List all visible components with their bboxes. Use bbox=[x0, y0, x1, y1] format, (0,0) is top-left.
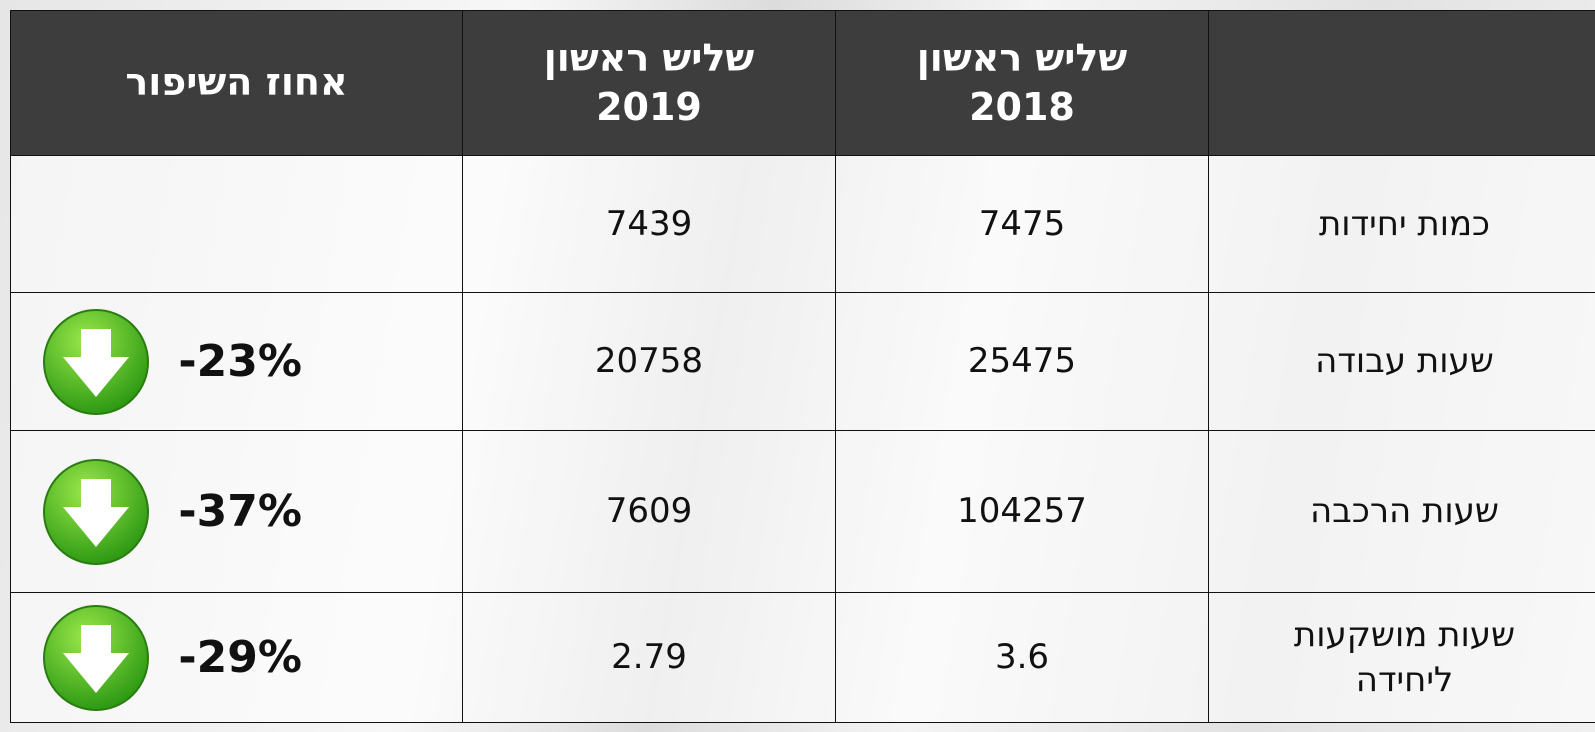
improvement-cell bbox=[10, 155, 463, 293]
cell-text: שליש ראשון bbox=[916, 35, 1128, 80]
value-cell: 20758 bbox=[462, 292, 836, 431]
cell-text: 20758 bbox=[594, 341, 704, 382]
cell-text: אחוז השיפור bbox=[125, 60, 348, 105]
cell-text: 7609 bbox=[605, 491, 693, 532]
improvement-text: -23% bbox=[178, 335, 302, 387]
header-cell: שליש ראשון 2018 bbox=[835, 10, 1209, 156]
improvement-cell: -29% bbox=[10, 592, 463, 723]
improvement-cell: -37% bbox=[10, 430, 463, 593]
cell-text: 2019 bbox=[596, 85, 702, 129]
down-arrow-icon bbox=[43, 458, 149, 565]
cell-text: 2018 bbox=[969, 85, 1075, 129]
value-cell: 7439 bbox=[462, 155, 836, 293]
row-label: שעות עבודה bbox=[1208, 292, 1595, 431]
cell-text: 2.79 bbox=[611, 637, 687, 678]
value-cell: 7475 bbox=[835, 155, 1209, 293]
cell-text: 7475 bbox=[978, 203, 1066, 244]
cell-text: 3.6 bbox=[994, 637, 1050, 678]
cell-text: 104257 bbox=[957, 491, 1087, 532]
cell-text: כמות יחידות bbox=[1318, 203, 1491, 244]
improvement-text: -37% bbox=[178, 485, 302, 537]
header-cell bbox=[1208, 10, 1595, 156]
cell-text: שעות הרכבה bbox=[1309, 491, 1500, 532]
value-cell: 25475 bbox=[835, 292, 1209, 431]
header-cell: שליש ראשון 2019 bbox=[462, 10, 836, 156]
cell-text: שעות מושקעות bbox=[1293, 615, 1516, 656]
row-label: שעות הרכבה bbox=[1208, 430, 1595, 593]
cell-text: שליש ראשון bbox=[543, 35, 755, 80]
value-cell: 2.79 bbox=[462, 592, 836, 723]
value-cell: 104257 bbox=[835, 430, 1209, 593]
row-label: כמות יחידות bbox=[1208, 155, 1595, 293]
down-arrow-icon bbox=[43, 308, 149, 415]
cell-text: שעות עבודה bbox=[1315, 341, 1494, 382]
improvement-cell: -23% bbox=[10, 292, 463, 431]
cell-text: 25475 bbox=[967, 341, 1077, 382]
value-cell: 3.6 bbox=[835, 592, 1209, 723]
row-label: שעות מושקעות ליחידה bbox=[1208, 592, 1595, 723]
cell-text: ליחידה bbox=[1355, 659, 1454, 700]
improvement-text: -29% bbox=[178, 631, 302, 683]
header-cell: אחוז השיפור bbox=[10, 10, 463, 156]
cell-text: 7439 bbox=[605, 203, 693, 244]
down-arrow-icon bbox=[43, 604, 149, 711]
value-cell: 7609 bbox=[462, 430, 836, 593]
